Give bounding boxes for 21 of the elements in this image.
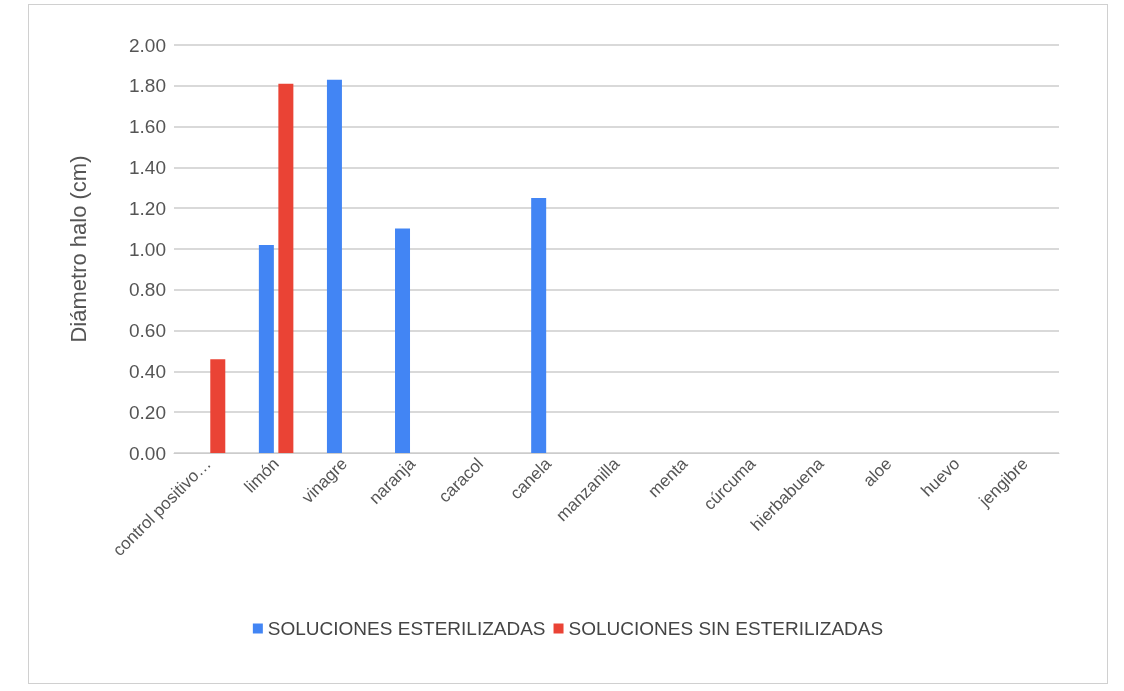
- y-tick-label: 1.60: [129, 116, 166, 138]
- y-tick-label: 0.40: [129, 360, 166, 382]
- y-tick-label: 1.80: [129, 75, 166, 97]
- y-tick-label: 2.00: [129, 34, 166, 56]
- y-tick-label: 1.20: [129, 197, 166, 219]
- bar: [278, 83, 294, 453]
- legend-label: SOLUCIONES ESTERILIZADAS: [267, 618, 546, 639]
- y-tick-label: 1.00: [129, 238, 166, 260]
- bar: [210, 359, 226, 453]
- bar: [531, 198, 547, 453]
- y-tick-label: 0.80: [129, 279, 166, 301]
- y-tick-label: 1.40: [129, 156, 166, 178]
- y-tick-label: 0.60: [129, 320, 166, 342]
- y-tick-label: 0.20: [129, 401, 166, 423]
- y-axis-title: Diámetro halo (cm): [65, 155, 91, 343]
- bar: [258, 244, 274, 453]
- bar: [326, 79, 342, 453]
- bar: [395, 228, 411, 453]
- legend-label: SOLUCIONES SIN ESTERILIZADAS: [568, 618, 884, 639]
- y-tick-label: 0.00: [129, 442, 166, 464]
- x-tick-label: aloe: [859, 454, 896, 491]
